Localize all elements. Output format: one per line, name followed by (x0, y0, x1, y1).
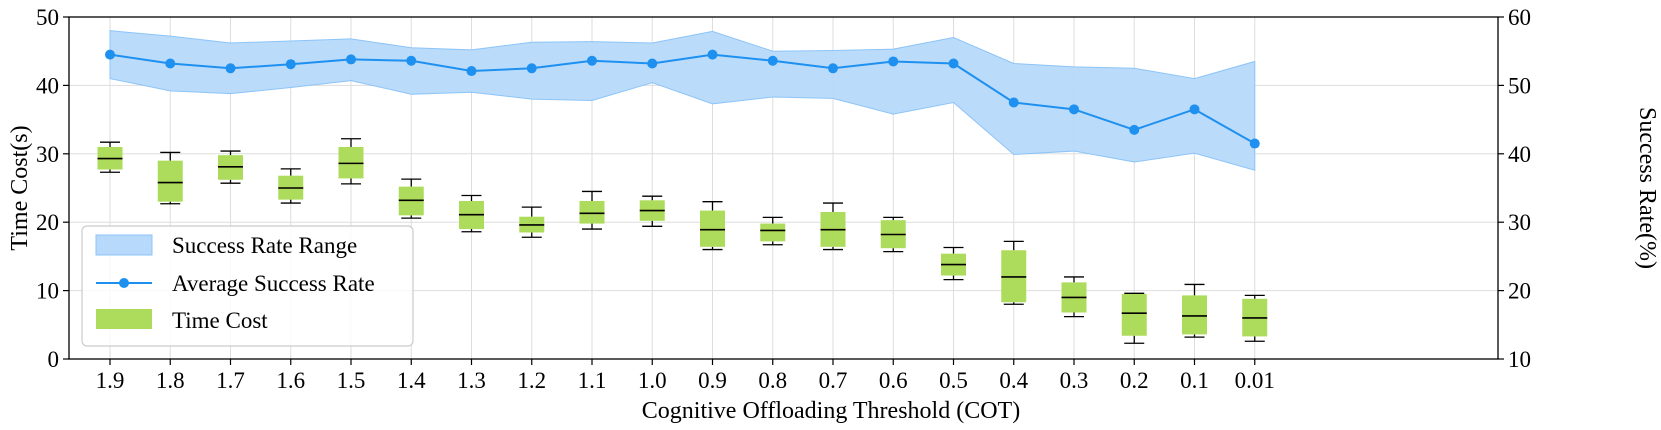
x-tick-label-4: 1.5 (337, 368, 366, 393)
legend-swatch-range (95, 234, 153, 256)
average-success-rate-line (109, 53, 1256, 145)
time-cost-box-8 (579, 190, 605, 230)
x-tick-label-7: 1.2 (517, 368, 546, 393)
average-success-rate-point-0 (105, 49, 115, 60)
average-success-rate-point-2 (225, 63, 236, 74)
time-cost-box-17 (1121, 292, 1147, 344)
average-success-rate-point-9 (647, 58, 658, 69)
tick-labels: 0 10 20 30 40 50 10 20 30 40 50 60 1.9 1.8 1.7 1.6 1.5 1.… (36, 5, 1531, 393)
average-success-rate-point-5 (406, 55, 417, 66)
y-right-tick-label-2: 30 (1508, 210, 1531, 235)
y-left-tick-label-5: 50 (36, 5, 59, 30)
box-body (157, 160, 183, 202)
box-body (760, 223, 786, 242)
x-tick-label-6: 1.3 (457, 368, 486, 393)
y-left-tick-label-0: 0 (48, 347, 60, 372)
time-cost-box-4 (338, 138, 364, 185)
y-left-tick-label-3: 30 (36, 142, 59, 167)
success-rate-range-area (109, 30, 1256, 171)
y-left-tick-label-4: 40 (36, 73, 59, 98)
x-tick-label-3: 1.6 (276, 368, 305, 393)
time-cost-box-1 (157, 151, 183, 205)
y-right-tick-label-1: 20 (1508, 279, 1531, 304)
box-body (1121, 294, 1147, 336)
y-right-tick-label-4: 50 (1508, 73, 1531, 98)
x-tick-label-19: 0.01 (1235, 368, 1275, 393)
average-success-rate-point-17 (1129, 124, 1140, 135)
average-success-rate-point-12 (828, 63, 838, 74)
average-success-rate-point-10 (707, 49, 718, 60)
time-cost-box-3 (278, 168, 304, 204)
y-left-tick-label-1: 10 (36, 279, 59, 304)
time-cost-box-10 (700, 201, 725, 251)
average-success-rate-point-1 (165, 58, 176, 69)
box-body (1182, 295, 1207, 335)
average-success-rate-point-18 (1189, 104, 1200, 115)
x-tick-label-13: 0.6 (879, 368, 908, 393)
legend-swatch-box (96, 309, 152, 329)
time-cost-box-15 (1001, 240, 1027, 305)
average-success-rate-point-8 (587, 55, 597, 66)
x-tick-label-15: 0.4 (999, 368, 1028, 393)
legend: Success Rate Range Average Success Rate … (81, 225, 414, 347)
x-tick-label-16: 0.3 (1060, 368, 1089, 393)
time-cost-box-11 (760, 216, 786, 246)
plot-frame (68, 16, 1499, 360)
legend-label-range: Success Rate Range (172, 233, 357, 258)
x-tick-label-2: 1.7 (216, 368, 245, 393)
time-cost-box-12 (820, 202, 846, 251)
y-left-tick-label-2: 20 (36, 210, 59, 235)
x-tick-label-8: 1.1 (578, 368, 607, 393)
x-tick-label-9: 1.0 (638, 368, 667, 393)
time-cost-box-5 (398, 178, 424, 219)
legend-label-average: Average Success Rate (172, 271, 375, 296)
axes (68, 16, 1499, 360)
x-tick-label-1: 1.8 (156, 368, 185, 393)
x-tick-label-0: 1.9 (96, 368, 125, 393)
time-cost-box-13 (880, 216, 906, 253)
y-axis-right-label: Success Rate(%) (1634, 107, 1660, 269)
average-success-rate-point-16 (1069, 104, 1079, 115)
box-body (700, 210, 725, 247)
legend-frame (81, 225, 414, 347)
time-cost-box-18 (1182, 283, 1207, 338)
time-cost-box-2 (218, 150, 243, 184)
average-success-rate-point-19 (1249, 138, 1260, 149)
x-tick-label-11: 0.8 (758, 368, 787, 393)
time-cost-box-14 (941, 246, 966, 281)
average-success-rate-point-4 (346, 54, 356, 65)
x-tick-label-14: 0.5 (939, 368, 968, 393)
average-success-rate-point-7 (526, 63, 537, 74)
time-cost-boxes (97, 138, 1268, 344)
average-success-rate-series (105, 49, 1260, 149)
time-cost-box-19 (1242, 294, 1268, 342)
time-cost-box-6 (459, 194, 484, 233)
y-axis-left-label: Time Cost(s) (7, 125, 33, 250)
average-success-rate-point-13 (888, 56, 899, 67)
time-cost-box-0 (97, 141, 123, 173)
time-cost-box-7 (519, 206, 545, 238)
x-axis-label: Cognitive Offloading Threshold (COT) (642, 398, 1020, 424)
box-body (579, 200, 605, 224)
time-cost-box-16 (1061, 276, 1087, 318)
average-success-rate-point-14 (948, 58, 959, 69)
x-tick-label-10: 0.9 (698, 368, 727, 393)
x-tick-label-18: 0.1 (1180, 368, 1209, 393)
x-tick-label-12: 0.7 (819, 368, 848, 393)
average-success-rate-point-3 (285, 59, 296, 70)
y-right-tick-label-5: 60 (1508, 5, 1531, 30)
x-tick-label-5: 1.4 (397, 368, 426, 393)
legend-swatch-marker (119, 278, 129, 288)
y-right-tick-label-0: 10 (1508, 347, 1531, 372)
legend-label-time-cost: Time Cost (172, 308, 268, 333)
time-cost-box-9 (639, 195, 665, 227)
x-tick-label-17: 0.2 (1120, 368, 1149, 393)
average-success-rate-point-15 (1008, 97, 1019, 108)
success-rate-range-band (109, 30, 1256, 171)
average-success-rate-point-11 (767, 55, 778, 66)
y-right-tick-label-3: 40 (1508, 142, 1531, 167)
average-success-rate-point-6 (466, 66, 477, 77)
